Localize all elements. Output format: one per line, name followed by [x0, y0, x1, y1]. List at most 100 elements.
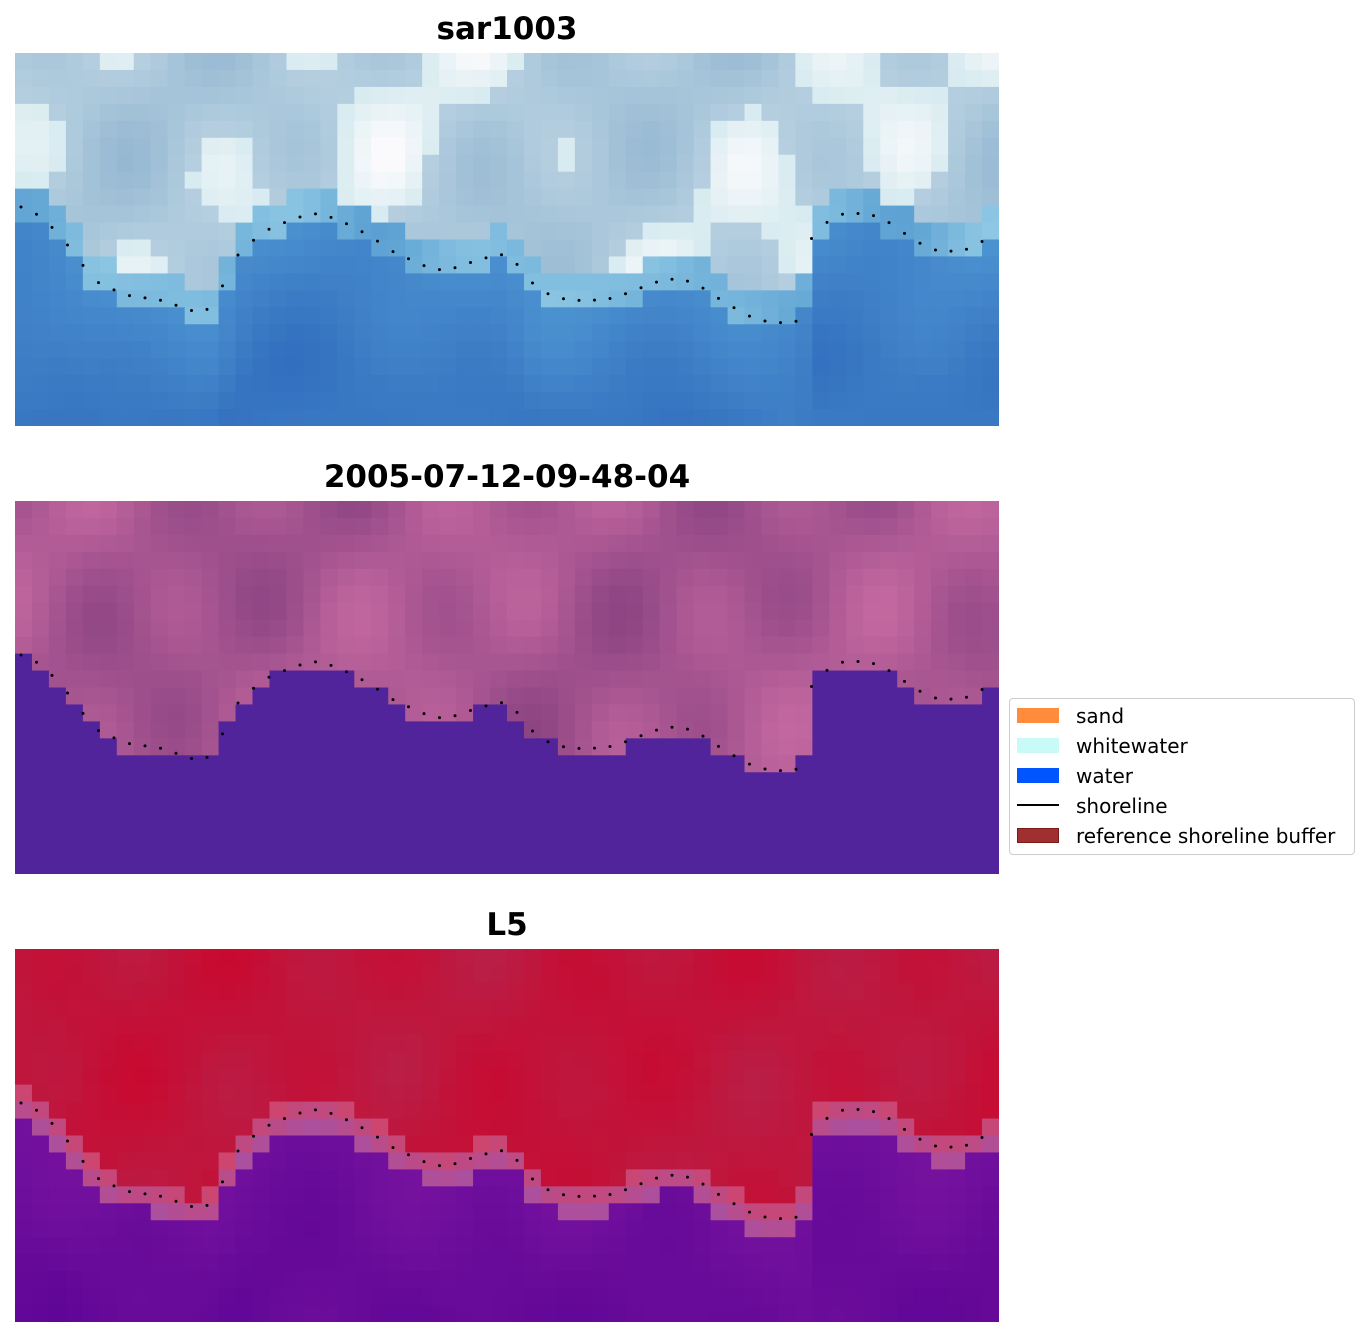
- l5-heatmap-cell: [218, 1050, 237, 1069]
- date-heatmap-cell: [405, 568, 423, 587]
- date-heatmap-cell: [693, 806, 712, 824]
- date-heatmap-cell: [422, 534, 440, 553]
- date-heatmap-cell: [914, 687, 932, 706]
- sar-heatmap-cell: [303, 154, 321, 173]
- sar-heatmap-cell: [676, 120, 695, 139]
- shoreline-point: [624, 292, 627, 296]
- l5-heatmap-cell: [880, 999, 898, 1018]
- l5-heatmap-cell: [693, 1050, 712, 1069]
- date-heatmap-cell: [829, 568, 847, 587]
- l5-heatmap-cell: [235, 1203, 254, 1221]
- sar-heatmap-cell: [795, 86, 813, 105]
- date-heatmap-cell: [914, 568, 932, 587]
- l5-heatmap-cell: [286, 1237, 305, 1255]
- l5-heatmap-cell: [184, 1067, 203, 1086]
- date-heatmap-cell: [218, 738, 237, 756]
- sar-heatmap-cell: [642, 86, 661, 105]
- date-heatmap-cell: [642, 619, 661, 638]
- date-heatmap-cell: [218, 501, 237, 519]
- shoreline-point: [376, 687, 379, 691]
- sar-heatmap-cell: [354, 188, 372, 207]
- shoreline-point: [531, 729, 534, 733]
- sar-heatmap-cell: [625, 120, 644, 139]
- l5-heatmap-cell: [846, 1203, 864, 1221]
- date-heatmap-cell: [405, 755, 423, 773]
- sar-heatmap-cell: [982, 239, 999, 258]
- date-heatmap-cell: [48, 653, 67, 672]
- l5-heatmap-cell: [235, 999, 254, 1018]
- sar-heatmap-cell: [540, 273, 559, 291]
- date-heatmap-cell: [269, 806, 288, 824]
- l5-heatmap-cell: [676, 1237, 695, 1255]
- l5-heatmap-cell: [150, 1220, 169, 1238]
- sar-heatmap-cell: [523, 409, 542, 426]
- l5-heatmap-cell: [320, 965, 338, 984]
- sar-heatmap-cell: [422, 341, 440, 359]
- sar-heatmap-cell: [201, 290, 220, 308]
- sar-heatmap-cell: [778, 222, 797, 241]
- date-heatmap-cell: [863, 585, 881, 604]
- date-heatmap-cell: [15, 772, 33, 790]
- sar-heatmap-cell: [354, 375, 372, 393]
- sar-heatmap-cell: [744, 120, 763, 139]
- sar-heatmap-cell: [982, 273, 999, 291]
- sar-heatmap-cell: [286, 409, 305, 426]
- shoreline-point: [577, 1194, 581, 1198]
- l5-heatmap-cell: [65, 1305, 84, 1322]
- date-heatmap-cell: [863, 687, 881, 706]
- sar-heatmap-cell: [15, 409, 33, 426]
- date-heatmap-cell: [812, 534, 830, 553]
- sar-heatmap-cell: [31, 324, 50, 342]
- sar-heatmap-cell: [863, 273, 881, 291]
- sar-heatmap-cell: [540, 69, 559, 88]
- l5-heatmap-cell: [642, 949, 661, 967]
- l5-heatmap-cell: [473, 982, 491, 1001]
- sar-heatmap-cell: [82, 103, 101, 122]
- date-heatmap-cell: [422, 840, 440, 858]
- l5-heatmap-cell: [625, 999, 644, 1018]
- l5-heatmap-cell: [914, 1220, 932, 1238]
- l5-heatmap-cell: [608, 1305, 627, 1322]
- shoreline-point: [314, 212, 317, 216]
- date-heatmap-cell: [320, 670, 338, 689]
- l5-heatmap-cell: [761, 1203, 780, 1221]
- sar-heatmap-cell: [710, 69, 729, 88]
- sar-heatmap-cell: [507, 69, 525, 88]
- date-heatmap-cell: [812, 772, 830, 790]
- date-heatmap-cell: [184, 823, 203, 841]
- l5-heatmap-cell: [337, 1152, 355, 1170]
- date-heatmap-cell: [218, 772, 237, 790]
- sar-heatmap-cell: [795, 205, 813, 224]
- l5-heatmap-cell: [337, 1101, 355, 1120]
- l5-heatmap-cell: [303, 1050, 321, 1069]
- sar-heatmap-cell: [65, 188, 84, 207]
- date-heatmap-cell: [82, 789, 101, 807]
- date-heatmap-cell: [405, 501, 423, 519]
- sar-heatmap-cell: [557, 53, 576, 71]
- date-heatmap-cell: [608, 772, 627, 790]
- date-heatmap-cell: [439, 823, 457, 841]
- l5-heatmap-cell: [710, 1016, 729, 1035]
- l5-heatmap-cell: [812, 949, 830, 967]
- sar-heatmap-cell: [82, 137, 101, 156]
- l5-heatmap-cell: [82, 1237, 101, 1255]
- date-heatmap-cell: [625, 551, 644, 570]
- date-heatmap-cell: [710, 670, 729, 689]
- sar-heatmap-cell: [133, 307, 152, 325]
- sar-heatmap-cell: [48, 392, 67, 410]
- l5-heatmap-cell: [523, 1067, 542, 1086]
- sar-heatmap-cell: [965, 103, 983, 122]
- date-heatmap-cell: [116, 738, 135, 756]
- sar-heatmap-cell: [982, 341, 999, 359]
- date-heatmap-cell: [574, 517, 593, 536]
- sar-heatmap-cell: [116, 53, 135, 71]
- l5-heatmap-cell: [642, 1084, 661, 1103]
- sar-heatmap-cell: [948, 409, 966, 426]
- date-heatmap-cell: [15, 534, 33, 553]
- sar-heatmap-cell: [982, 256, 999, 274]
- sar-heatmap-cell: [642, 358, 661, 376]
- date-heatmap-cell: [48, 721, 67, 739]
- shoreline-point: [701, 1182, 705, 1186]
- l5-heatmap-cell: [608, 1203, 627, 1221]
- date-heatmap-cell: [744, 789, 763, 807]
